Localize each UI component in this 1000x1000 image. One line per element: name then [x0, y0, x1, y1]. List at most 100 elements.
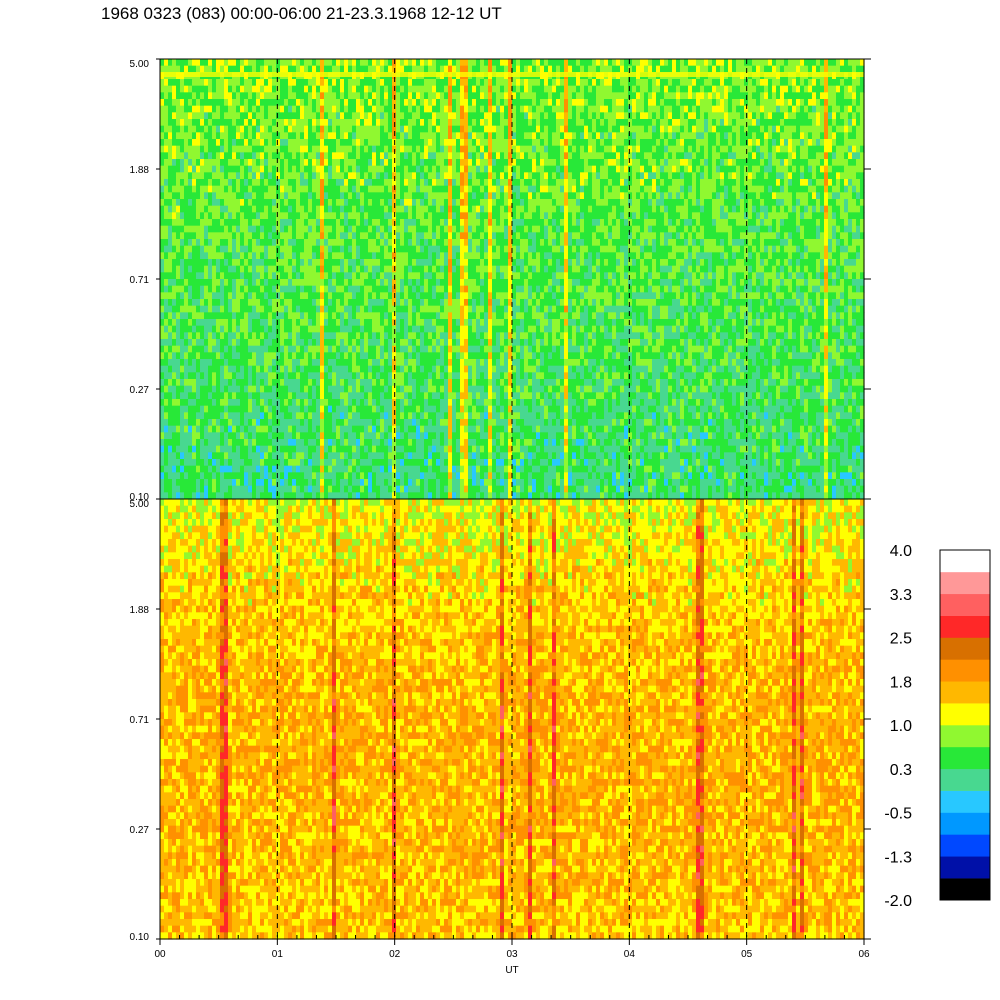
heatmap-cell	[224, 92, 229, 99]
heatmap-cell	[256, 139, 261, 146]
heatmap-cell	[396, 139, 401, 146]
heatmap-cell	[232, 439, 237, 446]
heatmap-cell	[272, 452, 277, 459]
heatmap-cell	[232, 346, 237, 353]
heatmap-cell	[368, 439, 373, 446]
heatmap-cell	[172, 92, 177, 99]
heatmap-cell	[456, 386, 461, 393]
heatmap-cell	[224, 272, 229, 279]
heatmap-cell	[172, 252, 177, 259]
heatmap-cell	[272, 426, 277, 433]
heatmap-cell	[316, 359, 321, 366]
heatmap-cell	[264, 286, 269, 293]
heatmap-cell	[428, 472, 433, 479]
heatmap-cell	[272, 412, 277, 419]
heatmap-cell	[384, 466, 389, 473]
heatmap-cell	[324, 379, 329, 386]
heatmap-cell	[384, 366, 389, 373]
heatmap-cell	[196, 426, 201, 433]
heatmap-cell	[420, 406, 425, 413]
heatmap-cell	[424, 352, 429, 359]
heatmap-cell	[388, 446, 393, 453]
heatmap-cell	[304, 272, 309, 279]
heatmap-cell	[324, 159, 329, 166]
heatmap-cell	[432, 139, 437, 146]
heatmap-cell	[404, 232, 409, 239]
heatmap-cell	[448, 306, 453, 313]
heatmap-cell	[244, 379, 249, 386]
heatmap-cell	[208, 79, 213, 86]
heatmap-cell	[456, 246, 461, 253]
heatmap-cell	[288, 186, 293, 193]
heatmap-cell	[448, 452, 453, 459]
heatmap-cell	[248, 59, 253, 66]
heatmap-cell	[436, 246, 441, 253]
heatmap-cell	[396, 399, 401, 406]
heatmap-cell	[340, 272, 345, 279]
heatmap-cell	[284, 226, 289, 233]
heatmap-cell	[248, 239, 253, 246]
heatmap-cell	[408, 192, 413, 199]
heatmap-cell	[352, 259, 357, 266]
heatmap-cell	[264, 152, 269, 159]
heatmap-cell	[308, 226, 313, 233]
heatmap-cell	[304, 352, 309, 359]
heatmap-cell	[384, 452, 389, 459]
heatmap-cell	[396, 99, 401, 106]
heatmap-cell	[372, 92, 377, 99]
heatmap-cell	[364, 106, 369, 113]
heatmap-cell	[176, 386, 181, 393]
heatmap-cell	[372, 319, 377, 326]
heatmap-cell	[300, 332, 305, 339]
heatmap-cell	[240, 459, 245, 466]
heatmap-cell	[304, 292, 309, 299]
heatmap-cell	[420, 319, 425, 326]
heatmap-cell	[376, 92, 381, 99]
heatmap-cell	[272, 146, 277, 153]
heatmap-cell	[324, 192, 329, 199]
heatmap-cell	[360, 126, 365, 133]
heatmap-cell	[228, 346, 233, 353]
heatmap-cell	[216, 459, 221, 466]
heatmap-cell	[292, 252, 297, 259]
heatmap-cell	[368, 246, 373, 253]
heatmap-cell	[404, 119, 409, 126]
heatmap-cell	[436, 266, 441, 273]
heatmap-cell	[252, 139, 257, 146]
heatmap-cell	[292, 232, 297, 239]
heatmap-cell	[460, 259, 465, 266]
heatmap-cell	[424, 419, 429, 426]
heatmap-cell	[296, 272, 301, 279]
heatmap-cell	[364, 332, 369, 339]
heatmap-cell	[368, 432, 373, 439]
heatmap-cell	[340, 399, 345, 406]
heatmap-cell	[244, 279, 249, 286]
heatmap-cell	[220, 372, 225, 379]
heatmap-cell	[328, 419, 333, 426]
heatmap-cell	[232, 459, 237, 466]
heatmap-cell	[428, 172, 433, 179]
heatmap-cell	[328, 179, 333, 186]
heatmap-cell	[240, 286, 245, 293]
heatmap-cell	[328, 352, 333, 359]
heatmap-cell	[216, 412, 221, 419]
heatmap-cell	[344, 299, 349, 306]
heatmap-cell	[380, 339, 385, 346]
heatmap-cell	[216, 319, 221, 326]
heatmap-cell	[340, 212, 345, 219]
heatmap-cell	[196, 279, 201, 286]
heatmap-cell	[312, 326, 317, 333]
heatmap-cell	[260, 472, 265, 479]
heatmap-cell	[216, 186, 221, 193]
heatmap-cell	[228, 439, 233, 446]
heatmap-cell	[444, 172, 449, 179]
heatmap-cell	[312, 259, 317, 266]
heatmap-cell	[268, 392, 273, 399]
heatmap-cell	[184, 259, 189, 266]
heatmap-cell	[312, 292, 317, 299]
heatmap-cell	[368, 459, 373, 466]
heatmap-cell	[396, 146, 401, 153]
heatmap-cell	[208, 172, 213, 179]
heatmap-cell	[384, 332, 389, 339]
heatmap-cell	[168, 299, 173, 306]
